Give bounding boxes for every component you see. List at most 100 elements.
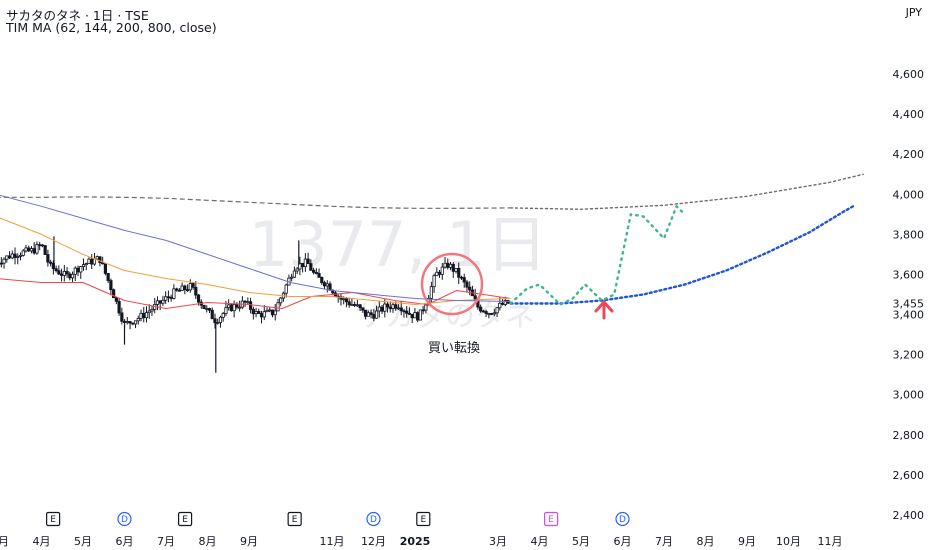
last-price-label: 3,455 — [893, 298, 925, 311]
candle-body — [133, 320, 138, 325]
price-axis[interactable]: 2,400 2,600 2,800 3,000 3,200 3,400 3,600 3,800… — [893, 68, 925, 522]
x-tick-label: 6月 — [614, 535, 632, 548]
earnings-marker[interactable]: E — [177, 511, 193, 527]
candle-body — [98, 256, 102, 264]
candle-body — [259, 313, 264, 318]
candle-body — [0, 262, 3, 265]
candle-body — [350, 304, 354, 306]
candle-body — [46, 254, 50, 263]
candle-body — [355, 304, 359, 307]
candle-body — [407, 312, 412, 315]
candle-body — [7, 255, 12, 259]
y-tick-label: 2,400 — [893, 509, 925, 522]
candle-body — [216, 322, 220, 324]
candle-body — [114, 297, 118, 302]
up-arrow-icon — [594, 300, 614, 320]
event-label: E — [50, 515, 56, 525]
earnings-icon — [46, 511, 61, 527]
candle-body — [54, 268, 58, 272]
indicator-legend[interactable]: TIM MA (62, 144, 200, 800, close) — [6, 20, 217, 35]
candle-body — [364, 309, 368, 317]
candle-body — [325, 283, 329, 287]
candle-body — [166, 296, 171, 299]
candle-body — [59, 273, 64, 276]
candle-body — [495, 307, 499, 314]
earnings-marker[interactable]: E — [46, 511, 61, 527]
candle-body — [399, 307, 403, 312]
candle-body — [254, 311, 258, 315]
candle-body — [292, 270, 297, 278]
dividend-marker[interactable]: D — [366, 511, 381, 527]
candle-body — [388, 306, 392, 309]
buy-signal-circle — [420, 252, 484, 316]
y-tick-label: 3,000 — [893, 389, 925, 402]
candle-body — [435, 271, 439, 277]
candle-body — [465, 281, 469, 288]
candle-body — [377, 306, 381, 312]
candle-body — [185, 289, 190, 291]
x-tick-label: 4月 — [33, 535, 51, 548]
candle-body — [191, 283, 195, 288]
event-label: E — [548, 515, 554, 525]
series-line-forecast_ma-dotted — [509, 204, 857, 305]
candle-body — [65, 271, 69, 275]
event-label: E — [292, 515, 298, 525]
candle-body — [40, 244, 45, 247]
x-tick-label: 8月 — [199, 535, 217, 548]
candle-body — [301, 263, 305, 267]
candle-body — [227, 304, 231, 309]
candle-body — [210, 309, 214, 320]
dividend-icon — [117, 511, 132, 527]
earnings-icon — [287, 511, 302, 527]
candle-body — [70, 273, 75, 279]
candle-body — [73, 267, 77, 275]
earnings-marker[interactable]: E — [544, 511, 559, 527]
candle-body — [448, 263, 453, 268]
candle-body — [205, 308, 209, 310]
event-label: E — [182, 515, 188, 525]
candle-body — [284, 284, 288, 294]
candle-body — [479, 306, 483, 312]
dividend-icon — [366, 511, 381, 527]
x-tick-label: 2025 — [400, 535, 431, 548]
candle-body — [144, 312, 149, 319]
candle-body — [92, 258, 97, 265]
candle-body — [490, 313, 494, 315]
dividend-marker[interactable]: D — [117, 511, 132, 527]
buy-signal-label: 買い転換 — [428, 341, 480, 356]
candle-body — [43, 245, 47, 255]
candle-body — [49, 261, 53, 264]
dividend-marker[interactable]: D — [615, 511, 630, 527]
candle-body — [79, 266, 83, 273]
earnings-marker[interactable]: E — [416, 511, 431, 527]
candle-body — [13, 253, 17, 258]
candle-body — [81, 264, 86, 267]
candle-body — [394, 304, 398, 309]
candle-body — [235, 304, 239, 308]
candle-body — [276, 302, 280, 312]
currency-label[interactable]: JPY — [905, 6, 922, 19]
price-candles — [0, 236, 510, 373]
candle-body — [207, 308, 212, 311]
candle-body — [180, 285, 184, 291]
candle-body — [251, 308, 255, 315]
candle-body — [150, 308, 154, 312]
series-line-ma144-solid — [0, 217, 511, 305]
candle-body — [328, 283, 332, 291]
candle-body — [221, 313, 225, 318]
time-axis[interactable]: 3月 4月 5月 6月 7月 8月 9月 11月 12月 2025 3月 4月 5月 6月 7月 8月 9月 10… — [0, 535, 843, 548]
earnings-marker[interactable]: E — [287, 511, 302, 527]
candle-body — [265, 310, 269, 313]
earnings-icon — [544, 511, 559, 527]
series-line-ma800-dotted — [509, 173, 864, 210]
candle-body — [306, 258, 310, 264]
candle-body — [459, 276, 464, 279]
series-line-ma200-solid — [0, 194, 511, 302]
candle-body — [84, 263, 88, 266]
candle-body — [451, 263, 455, 272]
candle-body — [57, 270, 61, 275]
event-label: E — [420, 515, 426, 525]
candle-body — [440, 266, 444, 275]
